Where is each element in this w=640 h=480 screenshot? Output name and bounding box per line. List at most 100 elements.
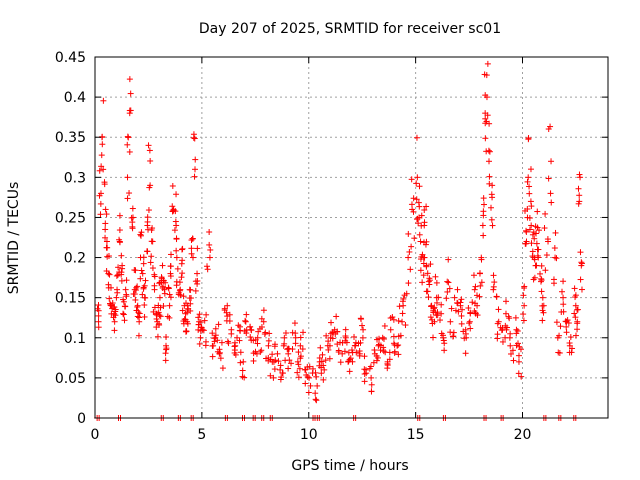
y-tick-label: 0.45 <box>55 50 86 66</box>
data-point <box>237 359 244 366</box>
data-point <box>111 318 118 325</box>
data-point <box>441 347 448 354</box>
data-point <box>288 360 295 367</box>
data-point <box>312 390 319 397</box>
data-point <box>408 176 415 183</box>
data-point <box>408 201 415 208</box>
data-point <box>506 315 513 322</box>
data-point <box>483 72 490 79</box>
data-point <box>416 231 423 238</box>
data-point <box>399 318 406 325</box>
data-point <box>472 310 479 317</box>
data-point <box>486 148 493 155</box>
data-point <box>141 282 148 289</box>
data-point <box>140 254 147 261</box>
data-point <box>151 304 158 311</box>
data-point <box>462 350 469 357</box>
data-point <box>137 275 144 282</box>
data-point <box>391 348 398 355</box>
data-point <box>228 330 235 337</box>
data-point <box>98 152 105 159</box>
data-point <box>239 367 246 374</box>
data-point <box>121 317 128 324</box>
data-point <box>342 333 349 340</box>
data-point <box>96 192 103 199</box>
data-point <box>414 215 421 222</box>
data-point <box>421 207 428 214</box>
data-point <box>139 270 146 277</box>
data-point <box>366 365 373 372</box>
data-point <box>351 333 358 340</box>
data-point <box>445 256 452 263</box>
data-point <box>128 214 135 221</box>
data-point <box>489 182 496 189</box>
data-point <box>112 308 119 315</box>
data-point <box>129 205 136 212</box>
data-point <box>151 282 158 289</box>
data-point <box>467 325 474 332</box>
data-point <box>136 314 143 321</box>
data-point <box>572 314 579 321</box>
data-point <box>240 358 247 365</box>
data-point <box>269 351 276 358</box>
data-point <box>123 293 130 300</box>
data-point <box>494 335 501 342</box>
data-point <box>147 157 154 164</box>
data-point <box>438 310 445 317</box>
data-point <box>226 318 233 325</box>
data-point <box>226 311 233 318</box>
data-point <box>380 348 387 355</box>
data-point <box>558 309 565 316</box>
data-point <box>116 227 123 234</box>
data-point <box>528 240 535 247</box>
data-point <box>575 200 582 207</box>
data-point <box>312 396 319 403</box>
data-point <box>306 363 313 370</box>
data-point <box>387 326 394 333</box>
data-point <box>295 349 302 356</box>
data-point <box>337 359 344 366</box>
data-point <box>186 295 193 302</box>
data-point <box>571 310 578 317</box>
data-point <box>541 225 548 232</box>
data-point <box>424 288 431 295</box>
data-point <box>572 292 579 299</box>
data-point <box>459 306 466 313</box>
data-point <box>502 298 509 305</box>
data-point <box>272 357 279 364</box>
data-point <box>295 374 302 381</box>
data-point <box>272 341 279 348</box>
data-point <box>155 320 162 327</box>
data-point <box>143 248 150 255</box>
data-point <box>394 342 401 349</box>
data-point <box>203 311 210 318</box>
data-point <box>215 321 222 328</box>
data-point <box>145 142 152 149</box>
y-tick-label: 0.35 <box>55 130 86 146</box>
y-tick-label: 0.1 <box>64 331 86 347</box>
data-point <box>544 236 551 243</box>
data-point <box>484 112 491 119</box>
data-point <box>134 303 141 310</box>
data-point <box>458 320 465 327</box>
data-point <box>417 238 424 245</box>
data-point <box>524 178 531 185</box>
data-point <box>421 254 428 261</box>
data-point <box>231 343 238 350</box>
data-point <box>285 345 292 352</box>
data-point <box>505 313 512 320</box>
data-point <box>172 208 179 215</box>
data-point <box>212 332 219 339</box>
data-point <box>489 222 496 229</box>
data-point <box>322 357 329 364</box>
data-point <box>126 190 133 197</box>
data-point <box>534 252 541 259</box>
data-point <box>277 362 284 369</box>
data-point <box>204 266 211 273</box>
y-tick-label: 0.2 <box>64 251 86 267</box>
data-point <box>310 365 317 372</box>
data-point <box>578 260 585 267</box>
data-point <box>440 337 447 344</box>
data-point <box>358 322 365 329</box>
data-point <box>417 267 424 274</box>
